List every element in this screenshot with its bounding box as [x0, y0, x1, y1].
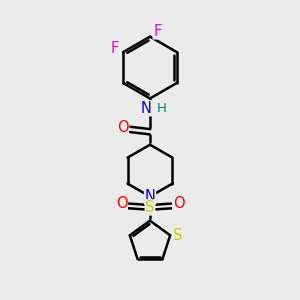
Text: O: O — [116, 196, 127, 211]
Text: S: S — [145, 200, 155, 215]
Text: S: S — [173, 228, 182, 243]
Text: O: O — [117, 120, 128, 135]
Text: N: N — [141, 101, 152, 116]
Text: F: F — [111, 41, 119, 56]
Text: F: F — [153, 24, 161, 39]
Text: H: H — [156, 102, 166, 115]
Text: O: O — [173, 196, 184, 211]
Text: N: N — [145, 189, 155, 204]
